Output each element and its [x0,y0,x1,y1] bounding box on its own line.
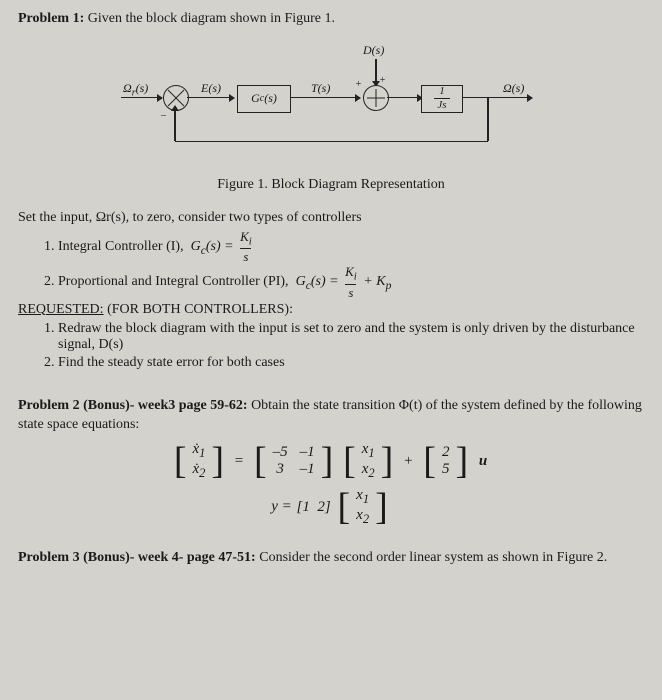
figure-1-caption: Figure 1. Block Diagram Representation [18,176,644,195]
y-lhs: y = [271,499,292,515]
p1-requested-tail: (FOR BOTH CONTROLLERS): [104,302,293,317]
A-matrix: [ –5–1 3–1 ] [254,444,333,478]
block-Gcs: Gc(s) [237,85,291,113]
p1-heading: Problem 1: Given the block diagram shown… [18,10,644,29]
p1-item-1: Integral Controller (I), Gc(s) = Ki s [58,230,644,263]
label-OmegaRs: Ωr(s) [123,81,148,98]
p1-f1-frac: Ki s [237,230,255,263]
plant-den: Js [434,98,449,111]
p1-f2-tail: + Kp [363,274,391,289]
u-scalar: u [479,453,487,470]
p2-heading: Problem 2 (Bonus)- week3 page 59-62: [18,398,248,413]
fb-horiz [175,141,488,143]
p1-req-1: Redraw the block diagram with the input … [58,321,644,353]
p1-body: Set the input, Ωr(s), to zero, consider … [18,209,644,372]
p1-f1-lhs: Gc(s) = [191,239,234,254]
p1-setinput: Set the input, Ωr(s), to zero, consider … [18,209,644,228]
label-Ds: D(s) [363,43,384,58]
fb-up [174,111,176,141]
p1-requested-list: Redraw the block diagram with the input … [18,321,644,371]
p1-f2-den: s [345,284,356,299]
p1-f1-num: Ki [237,230,255,248]
summer-2 [363,85,389,111]
plant-frac: 1 Js [434,86,449,111]
figure-1: D(s) Ωr(s) – E(s) Gc(s) T(s) + + [18,47,644,195]
arrow-ds [375,59,377,81]
C-row: [1 2] [296,499,331,516]
p1-item-2: Proportional and Integral Controller (PI… [58,265,644,298]
p1-f1-den: s [240,248,251,263]
xdot-vec: [ ẋ1ẋ2 ] [174,441,224,481]
p1-item-2-text: Proportional and Integral Controller (PI… [58,274,289,289]
block-diagram: D(s) Ωr(s) – E(s) Gc(s) T(s) + + [121,47,541,167]
p1-f2-frac: Ki s [342,265,360,298]
p2-heading-line: Problem 2 (Bonus)- week3 page 59-62: Obt… [18,397,644,435]
fb-down [487,97,489,141]
label-Ts: T(s) [311,81,330,96]
p3-text: Consider the second order linear system … [259,550,607,565]
x-vec-1: [ x1x2 ] [343,441,393,481]
label-Es: E(s) [201,81,221,96]
p1-requested: REQUESTED: [18,302,104,317]
p1-label: Problem 1: [18,11,84,26]
plus-1: + [355,79,362,90]
label-Omegas: Ω(s) [503,81,524,96]
arrow-to-plant [387,97,417,99]
p1-f2-num: Ki [342,265,360,283]
p1-req-2: Find the steady state error for both cas… [58,355,644,371]
arrow-e [187,97,229,99]
p3-block: Problem 3 (Bonus)- week 4- page 47-51: C… [18,549,644,568]
B-vec: [ 25 ] [423,444,468,478]
eq-sign-1: = [235,453,243,470]
plus-sign: + [404,453,412,470]
block-plant: 1 Js [421,85,463,113]
p1-controller-list: Integral Controller (I), Gc(s) = Ki s Pr… [18,230,644,299]
p1-item-1-text: Integral Controller (I), [58,239,184,254]
p2-eq1: [ ẋ1ẋ2 ] = [ –5–1 3–1 ] [ x1x2 ] + [ 25 … [18,441,644,481]
arrow-out [463,97,527,99]
p2-eq2: y = [1 2] [ x1x2 ] [18,487,644,527]
p1-requested-line: REQUESTED: (FOR BOTH CONTROLLERS): [18,301,644,320]
arrow-t [291,97,355,99]
p3-heading-line: Problem 3 (Bonus)- week 4- page 47-51: C… [18,549,644,568]
p2-block: Problem 2 (Bonus)- week3 page 59-62: Obt… [18,397,644,527]
p1-intro: Given the block diagram shown in Figure … [88,11,335,26]
plant-num: 1 [436,86,448,98]
minus-1: – [161,110,166,121]
p3-heading: Problem 3 (Bonus)- week 4- page 47-51: [18,550,256,565]
plus-2: + [379,75,386,86]
p1-f2-lhs: Gc(s) = [296,274,339,289]
x-vec-2: [ x1x2 ] [337,487,387,527]
